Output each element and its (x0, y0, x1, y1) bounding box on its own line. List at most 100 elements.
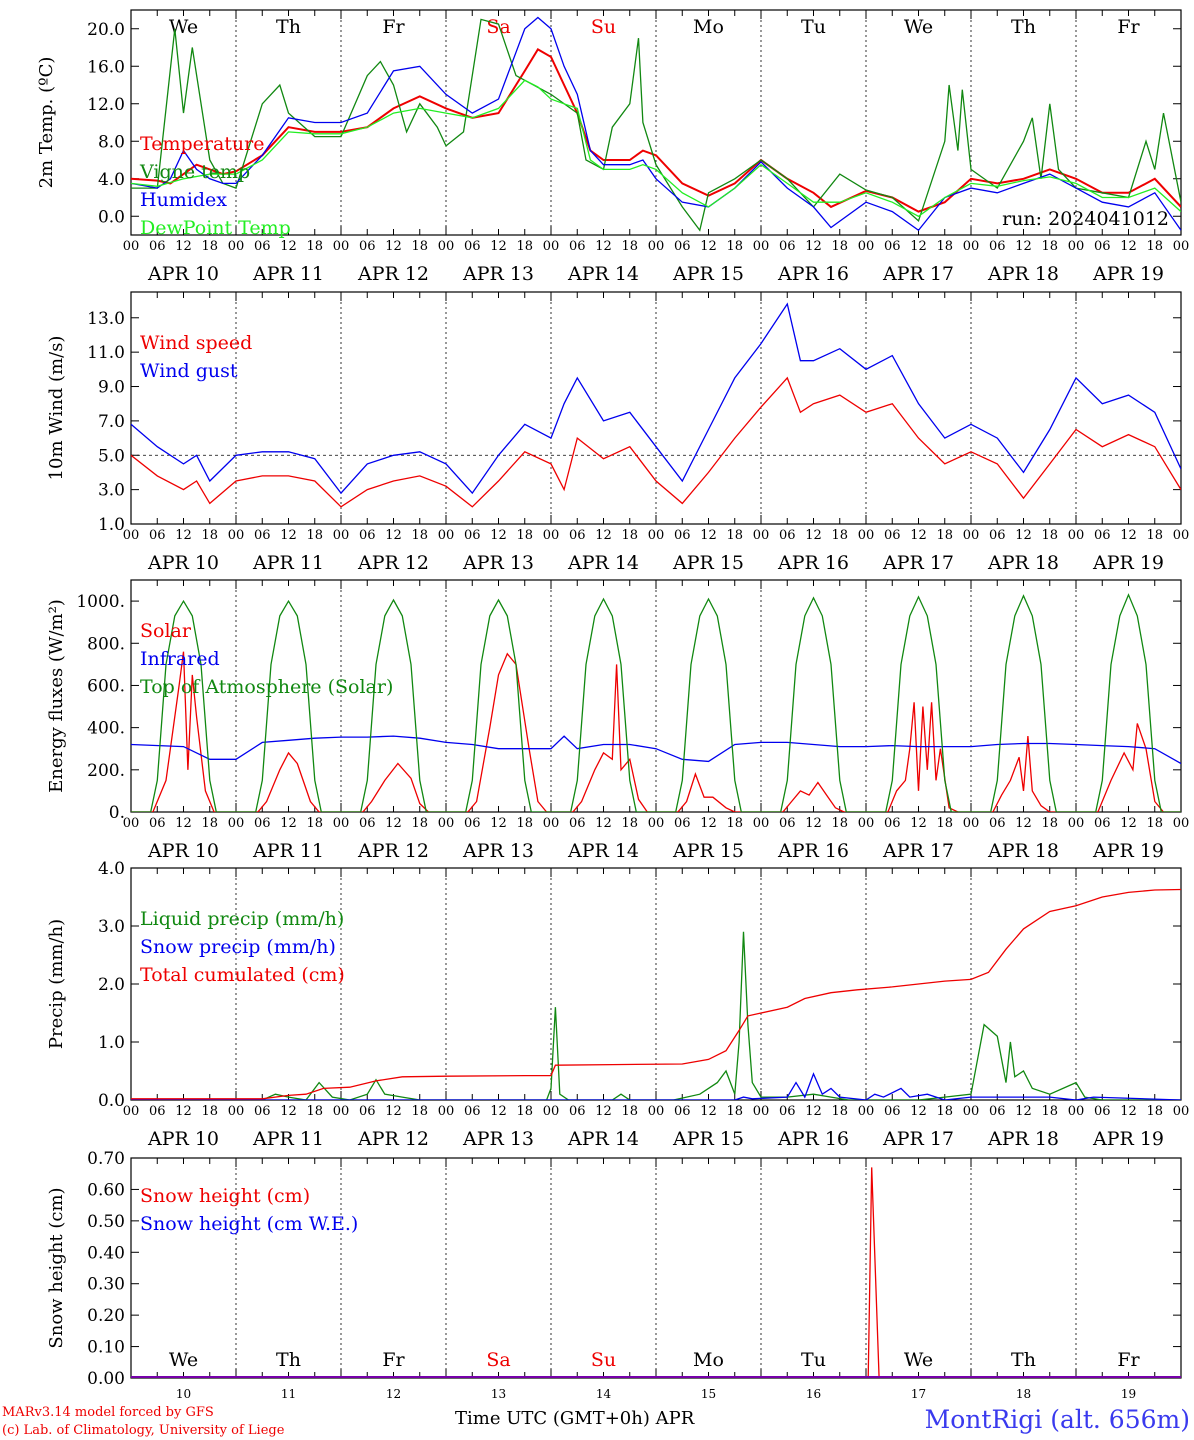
hour-tick-label: 06 (1094, 816, 1111, 831)
weekday-label: Tu (801, 16, 826, 38)
y-tick-label: 0.50 (87, 1212, 125, 1232)
day-number: 19 (1121, 1387, 1136, 1401)
hour-tick-label: 12 (910, 528, 927, 543)
hour-tick-label: 12 (1120, 1104, 1137, 1119)
hour-tick-label: 06 (674, 239, 691, 254)
date-label: APR 13 (462, 552, 534, 574)
hour-tick-label: 12 (700, 239, 717, 254)
hour-tick-label: 06 (149, 239, 166, 254)
y-tick-label: 13.0 (87, 309, 125, 329)
hour-tick-label: 12 (175, 1104, 192, 1119)
hour-tick-label: 18 (726, 816, 743, 831)
station-name: MontRigi (alt. 656m) (925, 1405, 1190, 1434)
hour-tick-label: 18 (306, 816, 323, 831)
day-number: 12 (386, 1387, 401, 1401)
date-label: APR 14 (567, 840, 639, 862)
hour-tick-label: 00 (543, 528, 560, 543)
hour-tick-label: 18 (1041, 528, 1058, 543)
hour-tick-label: 18 (1041, 239, 1058, 254)
y-tick-label: 20.0 (87, 20, 125, 40)
hour-tick-label: 12 (385, 816, 402, 831)
hour-tick-label: 06 (779, 239, 796, 254)
weekday-label: Mo (693, 1349, 724, 1371)
y-tick-label: 0. (109, 803, 125, 823)
day-number: 18 (1016, 1387, 1031, 1401)
hour-tick-label: 06 (464, 528, 481, 543)
hour-tick-label: 06 (674, 1104, 691, 1119)
day-number: 15 (701, 1387, 716, 1401)
hour-tick-label: 00 (648, 528, 665, 543)
day-number: 14 (596, 1387, 612, 1401)
hour-tick-label: 18 (621, 239, 638, 254)
date-label: APR 16 (777, 263, 849, 285)
hour-tick-label: 12 (1120, 239, 1137, 254)
date-label: APR 16 (777, 840, 849, 862)
hour-tick-label: 12 (490, 816, 507, 831)
hour-tick-label: 06 (149, 1104, 166, 1119)
weekday-label: Th (1011, 16, 1036, 38)
y-tick-label: 0.10 (87, 1338, 125, 1358)
weekday-label: Fr (1117, 16, 1140, 38)
hour-tick-label: 06 (254, 528, 271, 543)
hour-tick-label: 00 (333, 1104, 350, 1119)
legend-entry: Snow height (cm) (140, 1185, 310, 1207)
hour-tick-label: 18 (516, 528, 533, 543)
hour-tick-label: 18 (411, 528, 428, 543)
hour-tick-label: 12 (910, 1104, 927, 1119)
y-tick-label: 2.0 (98, 975, 125, 995)
hour-tick-label: 06 (464, 239, 481, 254)
hour-tick-label: 12 (490, 528, 507, 543)
date-label: APR 12 (357, 1128, 429, 1150)
date-label: APR 15 (672, 1128, 744, 1150)
hour-tick-label: 18 (831, 528, 848, 543)
legend-entry: Snow height (cm W.E.) (140, 1213, 358, 1235)
series-line-dewpoint-temp (131, 79, 1181, 218)
hour-tick-label: 12 (1120, 528, 1137, 543)
date-label: APR 18 (987, 552, 1059, 574)
hour-tick-label: 06 (989, 816, 1006, 831)
hour-tick-label: 18 (201, 239, 218, 254)
weekday-label: We (904, 1349, 933, 1371)
hour-tick-label: 18 (936, 816, 953, 831)
hour-tick-label: 00 (753, 816, 770, 831)
date-label: APR 19 (1092, 552, 1164, 574)
hour-tick-label: 06 (1094, 1104, 1111, 1119)
y-tick-label: 1000. (76, 592, 125, 612)
y-tick-label: 800. (87, 634, 125, 654)
date-label: APR 11 (252, 840, 324, 862)
legend-entry: Vigne temp (139, 161, 250, 183)
hour-tick-label: 18 (936, 528, 953, 543)
y-tick-label: 4.0 (98, 170, 125, 190)
hour-tick-label: 12 (1015, 239, 1032, 254)
weekday-label: We (904, 16, 933, 38)
hour-tick-label: 06 (884, 239, 901, 254)
hour-tick-label: 00 (858, 1104, 875, 1119)
day-number: 11 (281, 1387, 296, 1401)
hour-tick-label: 12 (1015, 1104, 1032, 1119)
hour-tick-label: 12 (175, 528, 192, 543)
y-tick-label: 3.0 (98, 917, 125, 937)
y-tick-label: 200. (87, 761, 125, 781)
legend-entry: Wind gust (140, 360, 238, 382)
legend-entry: Infrared (140, 648, 220, 670)
y-tick-label: 7.0 (98, 412, 125, 432)
hour-tick-label: 00 (753, 528, 770, 543)
hour-tick-label: 18 (201, 1104, 218, 1119)
hour-tick-label: 06 (569, 528, 586, 543)
hour-tick-label: 06 (359, 239, 376, 254)
y-axis-label: Precip (mm/h) (46, 919, 67, 1049)
hour-tick-label: 12 (805, 1104, 822, 1119)
hour-tick-label: 12 (385, 528, 402, 543)
y-tick-label: 0.40 (87, 1243, 125, 1263)
hour-tick-label: 18 (726, 1104, 743, 1119)
day-number: 16 (806, 1387, 821, 1401)
hour-tick-label: 12 (595, 816, 612, 831)
y-tick-label: 0.60 (87, 1180, 125, 1200)
hour-tick-label: 00 (1068, 816, 1085, 831)
hour-tick-label: 18 (831, 816, 848, 831)
panel-snow: 0.00 0.10 0.20 0.30 0.40 0.50 0.60 0.70 Snow hei… (46, 1149, 1182, 1401)
hour-tick-label: 12 (805, 816, 822, 831)
date-label: APR 15 (672, 263, 744, 285)
legend-entry: Humidex (140, 189, 227, 211)
hour-tick-label: 00 (858, 528, 875, 543)
